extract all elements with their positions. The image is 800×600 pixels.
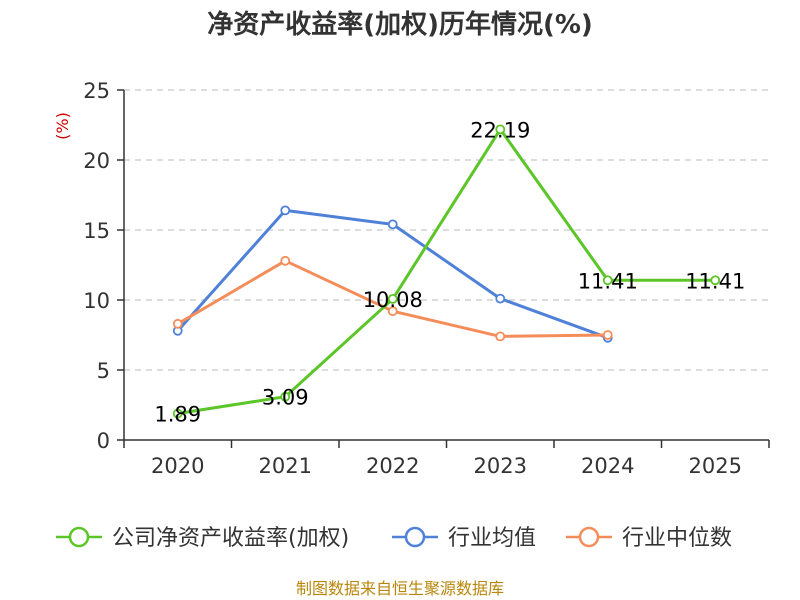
- x-tick-label-2024: 2024: [581, 454, 634, 478]
- legend-label-1: 行业均值: [448, 526, 536, 551]
- x-tick-label-2020: 2020: [151, 454, 204, 478]
- data-label-2024: 11.41: [578, 269, 638, 293]
- legend-marker-1: [404, 526, 426, 548]
- gridlines: [124, 89, 769, 371]
- series-1-point-2023: [495, 293, 506, 304]
- y-tick-label-5: 5: [97, 359, 110, 383]
- series-2-point-2021: [280, 255, 291, 266]
- legend-marker-2: [578, 526, 600, 548]
- series-2-point-2023: [495, 331, 506, 342]
- x-tick-label-2023: 2023: [474, 454, 527, 478]
- data-label-2020: 1.89: [154, 403, 201, 427]
- chart-title: 净资产收益率(加权)历年情况(%): [207, 9, 593, 40]
- series-line-0: [177, 127, 716, 415]
- source-note: 制图数据来自恒生聚源数据库: [296, 579, 504, 598]
- data-label-2021: 3.09: [262, 386, 309, 410]
- data-label-2025: 11.41: [685, 269, 745, 293]
- x-tick-label-2021: 2021: [259, 454, 312, 478]
- data-label-2022: 10.08: [363, 288, 423, 312]
- series-0-point-2024: [602, 275, 613, 286]
- series-2-point-2020: [172, 318, 183, 329]
- data-labels: 1.89 3.09 10.08 22.19 11.41 11.41: [154, 118, 745, 426]
- legend-marker-0: [68, 526, 90, 548]
- series-lines: [172, 124, 721, 419]
- y-tick-label-15: 15: [83, 219, 110, 243]
- y-tick-label-20: 20: [83, 149, 110, 173]
- x-tick-label-2025: 2025: [689, 454, 742, 478]
- series-0-point-2022: [387, 293, 398, 304]
- data-label-2023: 22.19: [470, 118, 530, 142]
- series-1-point-2021: [280, 205, 291, 216]
- y-tick-label-10: 10: [83, 289, 110, 313]
- series-0-point-2023: [495, 124, 506, 135]
- y-tick-label-0: 0: [97, 429, 110, 453]
- legend-label-2: 行业中位数: [622, 526, 732, 551]
- series-2-point-2024: [602, 330, 613, 340]
- x-tick-label-2022: 2022: [366, 454, 419, 478]
- y-axis-unit-label: (%): [53, 112, 72, 140]
- legend-label-0: 公司净资产收益率(加权): [112, 526, 349, 551]
- series-2-point-2022: [387, 306, 398, 317]
- series-1-point-2022: [387, 219, 398, 230]
- legend: 公司净资产收益率(加权) 行业均值 行业中位数: [56, 526, 732, 551]
- y-tick-label-25: 25: [83, 79, 110, 103]
- series-0-point-2021: [280, 391, 291, 402]
- series-0-point-2025: [710, 275, 721, 286]
- series-0-point-2020: [172, 408, 183, 419]
